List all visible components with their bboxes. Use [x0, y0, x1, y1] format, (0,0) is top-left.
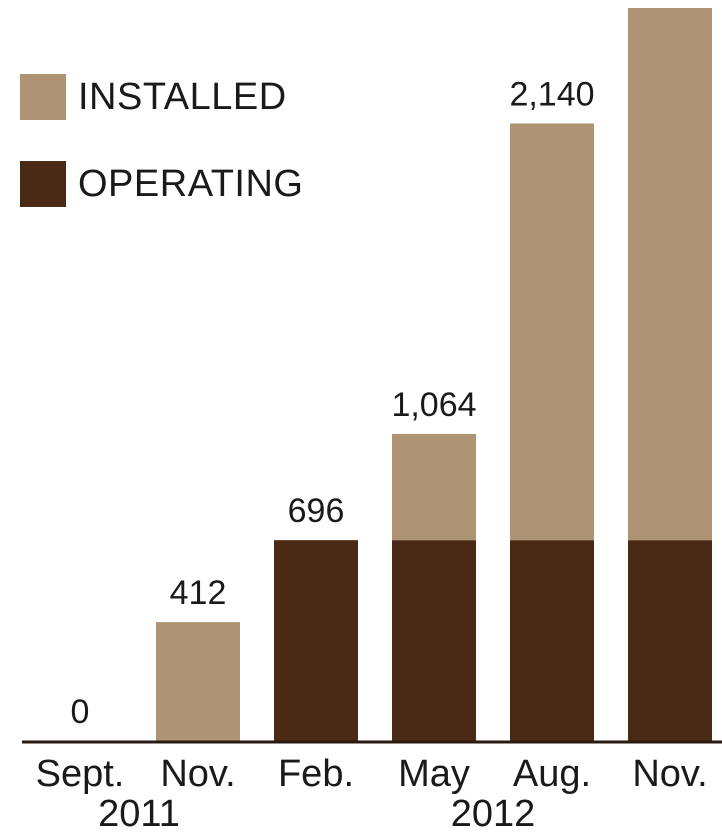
x-tick-label-5: Nov. — [632, 753, 707, 795]
legend-item-installed: INSTALLED — [20, 72, 304, 122]
value-labels-group: 0 412 696 1,064 2,140 — [71, 75, 595, 731]
bar-installed-4 — [510, 123, 594, 541]
legend-label-operating: OPERATING — [78, 162, 304, 205]
value-label-3: 1,064 — [391, 386, 476, 424]
bar-installed-3 — [392, 433, 476, 541]
bar-operating-4 — [510, 540, 594, 741]
value-label-0: 0 — [71, 693, 90, 731]
x-tick-label-4: Aug. — [513, 753, 591, 795]
bar-installed-1 — [156, 622, 240, 741]
bar-operating-5 — [628, 540, 712, 741]
x-tick-label-0: Sept. — [36, 753, 125, 795]
x-tick-label-2: Feb. — [278, 753, 354, 795]
x-tick-label-1: Nov. — [160, 753, 235, 795]
value-label-4: 2,140 — [509, 75, 594, 113]
bar-operating-2 — [274, 540, 358, 741]
year-label-1: 2012 — [451, 793, 536, 835]
legend: INSTALLED OPERATING — [20, 72, 304, 246]
year-labels-group: 2011 2012 — [98, 793, 535, 835]
bar-operating-3 — [392, 540, 476, 741]
bar-installed-5 — [628, 8, 712, 541]
bars-group — [156, 8, 712, 741]
legend-swatch-installed — [20, 74, 66, 120]
x-tick-label-3: May — [398, 753, 470, 795]
year-label-0: 2011 — [98, 793, 180, 835]
value-label-1: 412 — [170, 574, 227, 612]
legend-swatch-operating — [20, 161, 66, 207]
x-tick-labels-group: Sept. Nov. Feb. May Aug. Nov. — [36, 753, 708, 795]
value-label-2: 696 — [288, 492, 345, 530]
legend-label-installed: INSTALLED — [78, 75, 287, 118]
legend-item-operating: OPERATING — [20, 159, 304, 209]
